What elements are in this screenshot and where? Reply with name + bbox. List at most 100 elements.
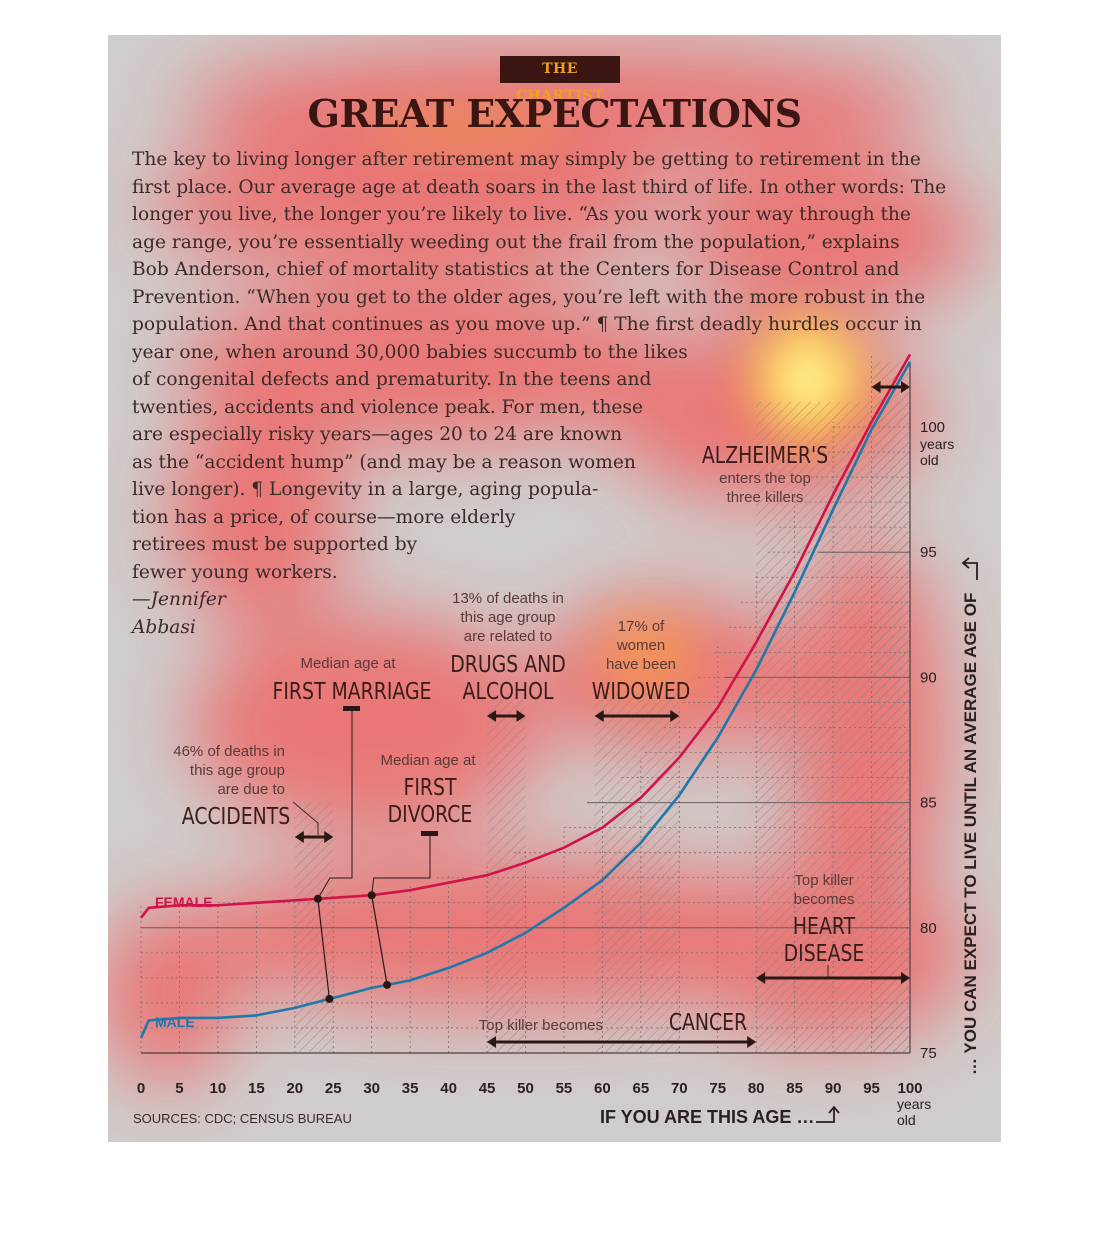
x-axis-title: IF YOU ARE THIS AGE …	[600, 1107, 814, 1127]
series-line-male	[139, 361, 912, 1039]
y-tick-label: 75	[920, 1045, 937, 1062]
x-tick-label: 75	[709, 1080, 726, 1097]
marriage-male-dot	[325, 994, 334, 1003]
x-tick-label: 45	[479, 1080, 496, 1097]
drugs-range-arrow	[487, 710, 526, 722]
divorce-connector	[371, 895, 388, 985]
alzheimers-note: three killers	[727, 489, 804, 506]
x-tick-label: 90	[825, 1080, 842, 1097]
life-expectancy-chart: FEMALE MALE 0 5 10 15 20 25 30 35 40 45 50 55 60 65 70 75…	[133, 353, 980, 1128]
x-tick-label: 40	[440, 1080, 457, 1097]
alzheimers-band	[871, 361, 910, 1053]
x-tick-label: 70	[671, 1080, 688, 1097]
x-tick-label: 85	[786, 1080, 803, 1097]
cancer-range-arrow	[487, 1036, 757, 1048]
divorce-female-dot	[367, 891, 376, 900]
heart-note: becomes	[794, 891, 855, 908]
x-end-label: old	[897, 1112, 916, 1128]
drugs-note: are related to	[464, 628, 552, 645]
x-tick-label: 5	[175, 1080, 183, 1097]
series-label-male: MALE	[155, 1014, 195, 1030]
range-arrowhead	[670, 710, 680, 722]
y-axis-title: … YOU CAN EXPECT TO LIVE UNTIL AN AVERAG…	[961, 593, 980, 1075]
marriage-female-dot	[313, 894, 322, 903]
y-top-label: old	[920, 452, 939, 468]
y-tick-label: 85	[920, 795, 937, 812]
marriage-marker	[343, 706, 360, 711]
intro-line: year one, when around 30,000 babies succ…	[132, 341, 688, 363]
range-arrowhead	[901, 381, 910, 393]
intro-line: Prevention. “When you get to the older a…	[132, 286, 926, 308]
accidents-leader	[292, 801, 319, 835]
series-line-female	[139, 353, 912, 919]
range-arrowhead	[294, 831, 304, 843]
infographic-card: THE CHARTIST GREAT EXPECTATIONS The key …	[108, 35, 1001, 1142]
intro-line: are especially risky years—ages 20 to 24…	[132, 424, 623, 445]
page-title: GREAT EXPECTATIONS	[307, 91, 802, 136]
widowed-note: women	[616, 637, 665, 654]
x-tick-label: 50	[517, 1080, 534, 1097]
x-tick-label: 35	[402, 1080, 419, 1097]
x-tick-label: 65	[633, 1080, 650, 1097]
accidents-band	[294, 802, 334, 1053]
x-tick-label: 80	[748, 1080, 765, 1097]
range-arrowhead	[594, 710, 604, 722]
byline: Abbasi	[132, 616, 196, 638]
x-tick-label: 30	[363, 1080, 380, 1097]
heart-title: HEART	[793, 912, 855, 939]
divorce-leader	[371, 836, 431, 896]
sources-note: SOURCES: CDC; CENSUS BUREAU	[133, 1111, 352, 1126]
x-tick-label: 25	[325, 1080, 342, 1097]
x-tick-label: 60	[594, 1080, 611, 1097]
x-tick-label: 20	[286, 1080, 303, 1097]
drugs-note: this age group	[460, 609, 555, 626]
range-arrowhead	[516, 710, 526, 722]
accidents-title: ACCIDENTS	[182, 802, 290, 829]
x-tick-label: 10	[210, 1080, 227, 1097]
intro-line: The key to living longer after retiremen…	[132, 149, 921, 170]
marriage-title: FIRST MARRIAGE	[273, 677, 432, 704]
range-arrowhead	[324, 831, 334, 843]
kicker-label: THE CHARTIST	[500, 56, 620, 104]
intro-text: The key to living longer after retiremen…	[132, 146, 982, 641]
divorce-marker	[421, 831, 438, 836]
range-arrowhead	[747, 1036, 757, 1048]
cancer-title: CANCER	[669, 1008, 747, 1035]
intro-line: fewer young workers.	[132, 561, 338, 583]
widowed-note: have been	[606, 656, 676, 673]
range-arrowhead	[901, 972, 910, 984]
y-tick-label: 100	[920, 419, 945, 436]
intro-line: tion has a price, of course—more elderly	[132, 506, 516, 528]
intro-line: as the “accident hump” (and may be a rea…	[132, 451, 636, 473]
y-tick-label: 80	[920, 920, 937, 937]
marriage-leader	[317, 711, 353, 900]
range-arrowhead	[487, 710, 497, 722]
marriage-lead: Median age at	[300, 655, 396, 672]
y-tick-label: 95	[920, 544, 937, 561]
drugs-note: 13% of deaths in	[452, 590, 564, 607]
marriage-connector	[317, 898, 331, 999]
range-arrowhead	[871, 381, 881, 393]
accidents-note: 46% of deaths in	[173, 743, 285, 760]
x-tick-label: 100	[897, 1080, 922, 1097]
series-label-female: FEMALE	[155, 894, 213, 910]
divorce-lead: Median age at	[380, 752, 476, 769]
intro-line: age range, you’re essentially weeding ou…	[132, 231, 900, 253]
alzheimers-title: ALZHEIMER'S	[702, 441, 828, 468]
drugs-title: DRUGS AND	[450, 650, 565, 677]
x-tick-label: 0	[137, 1080, 145, 1097]
divorce-title: DIVORCE	[388, 800, 473, 827]
heart-title: DISEASE	[784, 939, 865, 966]
range-arrowhead	[487, 1036, 497, 1048]
widowed-band	[594, 692, 680, 1053]
accidents-range-arrow	[294, 831, 334, 843]
cancer-lead: Top killer becomes	[479, 1017, 603, 1034]
x-tick-label: 95	[863, 1080, 880, 1097]
accidents-note: this age group	[190, 762, 285, 779]
y-top-label: years	[920, 436, 954, 452]
x-tick-label: 55	[556, 1080, 573, 1097]
x-end-label: years	[897, 1096, 931, 1112]
accidents-note: are due to	[217, 781, 285, 798]
widowed-title: WIDOWED	[592, 677, 691, 704]
heart-note: Top killer	[794, 872, 853, 889]
